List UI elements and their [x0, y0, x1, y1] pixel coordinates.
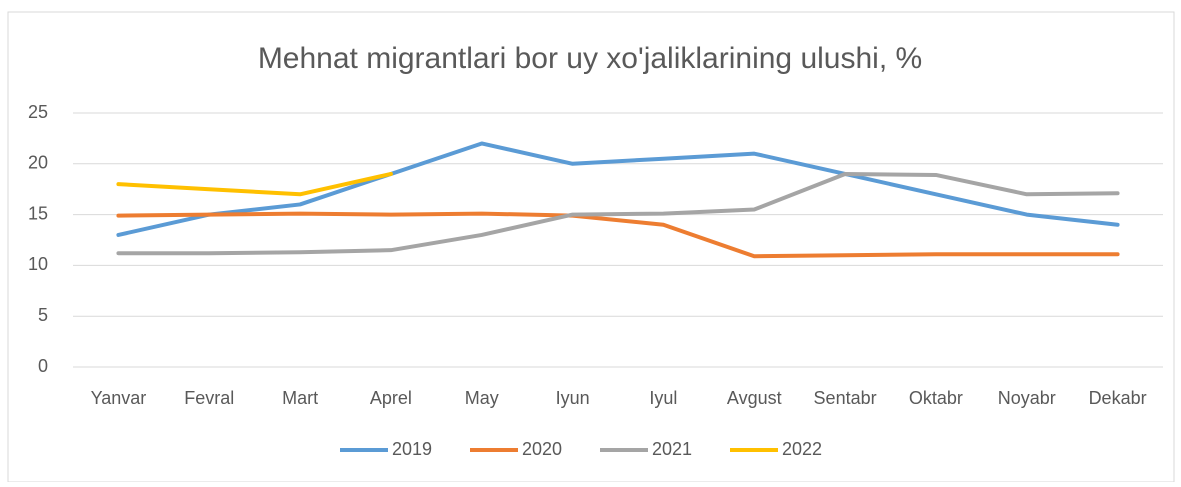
x-tick-label: Oktabr: [909, 388, 963, 408]
x-tick-label: Fevral: [184, 388, 234, 408]
x-tick-label: Sentabr: [814, 388, 877, 408]
chart-frame: [7, 11, 1175, 483]
y-tick-label: 5: [38, 305, 48, 325]
x-tick-label: Iyun: [556, 388, 590, 408]
legend-label: 2021: [652, 439, 692, 459]
series-line: [116, 171, 393, 197]
series-line: [116, 211, 1120, 259]
x-tick-label: Noyabr: [998, 388, 1056, 408]
legend-label: 2020: [522, 439, 562, 459]
y-tick-label: 25: [28, 102, 48, 122]
x-tick-label: Mart: [282, 388, 318, 408]
x-tick-label: Dekabr: [1089, 388, 1147, 408]
x-tick-label: Iyul: [649, 388, 677, 408]
legend-label: 2019: [392, 439, 432, 459]
legend-label: 2022: [782, 439, 822, 459]
series-line: [116, 171, 1120, 256]
y-tick-label: 10: [28, 254, 48, 274]
x-tick-label: Aprel: [370, 388, 412, 408]
y-tick-label: 20: [28, 153, 48, 173]
x-tick-label: May: [465, 388, 499, 408]
series-line: [116, 141, 1120, 237]
x-tick-label: Yanvar: [91, 388, 147, 408]
y-tick-label: 0: [38, 356, 48, 376]
y-tick-label: 15: [28, 203, 48, 223]
x-tick-label: Avgust: [727, 388, 782, 408]
chart-title: Mehnat migrantlari bor uy xo'jaliklarini…: [258, 42, 922, 75]
